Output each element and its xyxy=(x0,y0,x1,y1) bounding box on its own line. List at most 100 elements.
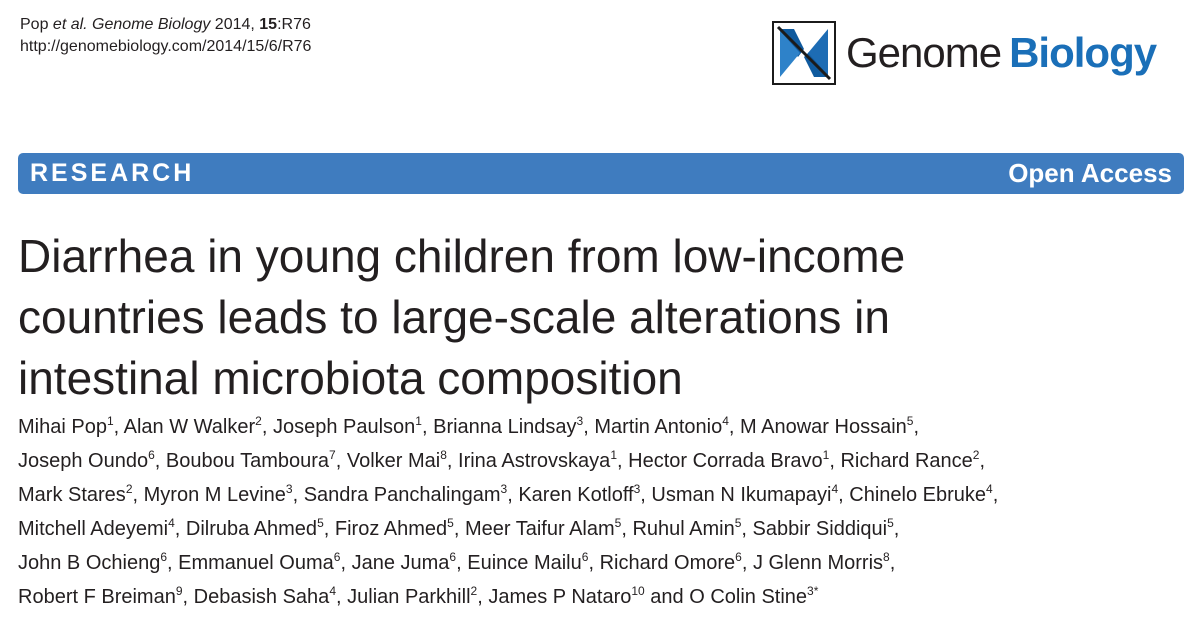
author-name[interactable]: Mark Stares xyxy=(18,484,126,506)
author-affiliation: 5 xyxy=(447,516,454,530)
author-name[interactable]: Usman N Ikumapayi xyxy=(651,484,832,506)
author-name[interactable]: Alan W Walker xyxy=(123,416,256,438)
author-separator: , xyxy=(167,552,179,574)
author-separator: , xyxy=(421,416,434,438)
author-affiliation: 5 xyxy=(887,516,894,530)
logo-wordmark: Genome Biology xyxy=(846,29,1157,77)
author-separator: and xyxy=(644,586,690,608)
author-name[interactable]: Joseph Oundo xyxy=(18,450,149,472)
title-line: Diarrhea in young children from low-inco… xyxy=(18,230,906,282)
author-separator: , xyxy=(829,450,841,472)
author-name[interactable]: Brianna Lindsay xyxy=(433,416,577,438)
author-separator: , xyxy=(893,518,900,540)
author-affiliation: 1 xyxy=(822,448,830,462)
author-name[interactable]: Firoz Ahmed xyxy=(334,518,448,540)
author-separator: , xyxy=(588,552,600,574)
author-name[interactable]: Irina Astrovskaya xyxy=(458,450,611,472)
article-type-label: RESEARCH xyxy=(30,159,195,187)
citation-journal: et al. Genome Biology xyxy=(52,16,211,33)
author-name[interactable]: Debasish Saha xyxy=(193,586,330,608)
author-name[interactable]: Mitchell Adeyemi xyxy=(18,518,169,540)
author-name[interactable]: Richard Omore xyxy=(599,552,736,574)
author-name[interactable]: Sabbir Siddiqui xyxy=(752,518,888,540)
author-affiliation: 5 xyxy=(317,516,324,530)
author-list: Mihai Pop1, Alan W Walker2, Joseph Pauls… xyxy=(18,410,1193,614)
author-separator: , xyxy=(889,552,896,574)
title-line: countries leads to large-scale alteratio… xyxy=(18,291,890,343)
author-affiliation: 5 xyxy=(906,414,914,428)
author-name[interactable]: Dilruba Ahmed xyxy=(185,518,318,540)
author-affiliation: 6 xyxy=(148,448,155,462)
author-line: Robert F Breiman9, Debasish Saha4, Julia… xyxy=(18,580,1193,614)
article-type-banner: RESEARCH Open Access xyxy=(18,153,1184,194)
author-name[interactable]: Emmanuel Ouma xyxy=(178,552,334,574)
author-name[interactable]: Meer Taifur Alam xyxy=(464,518,615,540)
author-name[interactable]: James P Nataro xyxy=(488,586,632,608)
author-separator: , xyxy=(992,484,999,506)
author-line: Mitchell Adeyemi4, Dilruba Ahmed5, Firoz… xyxy=(18,512,1193,546)
author-separator: , xyxy=(174,518,186,540)
citation-line: Pop et al. Genome Biology 2014, 15:R76 xyxy=(20,14,311,36)
author-separator: , xyxy=(261,416,273,438)
author-name[interactable]: Robert F Breiman xyxy=(18,586,176,608)
author-name[interactable]: Joseph Paulson xyxy=(272,416,416,438)
author-separator: , xyxy=(292,484,304,506)
author-name[interactable]: J Glenn Morris xyxy=(752,552,884,574)
author-line: John B Ochieng6, Emmanuel Ouma6, Jane Ju… xyxy=(18,546,1193,580)
author-affiliation: 4 xyxy=(168,516,175,530)
author-name[interactable]: Volker Mai xyxy=(346,450,441,472)
author-name[interactable]: Martin Antonio xyxy=(594,416,723,438)
author-separator: , xyxy=(507,484,519,506)
author-affiliation: 5 xyxy=(614,516,622,530)
title-line: intestinal microbiota composition xyxy=(18,352,683,404)
logo-x-icon xyxy=(772,21,836,85)
author-name[interactable]: Chinelo Ebruke xyxy=(849,484,987,506)
author-line: Joseph Oundo6, Boubou Tamboura7, Volker … xyxy=(18,444,1193,478)
citation-year: 2014, xyxy=(210,16,260,33)
author-separator: , xyxy=(741,552,753,574)
author-name[interactable]: Hector Corrada Bravo xyxy=(628,450,823,472)
author-name[interactable]: Julian Parkhill xyxy=(347,586,471,608)
author-name[interactable]: John B Ochieng xyxy=(18,552,161,574)
author-name[interactable]: Karen Kotloff xyxy=(518,484,634,506)
author-name[interactable]: Mihai Pop xyxy=(18,416,107,438)
author-separator: , xyxy=(728,416,741,438)
author-name[interactable]: Sandra Panchalingam xyxy=(303,484,501,506)
author-name[interactable]: M Anowar Hossain xyxy=(740,416,907,438)
author-affiliation: 4 xyxy=(986,482,993,496)
author-separator: , xyxy=(583,416,595,438)
author-affiliation: 6 xyxy=(581,550,589,564)
citation-url[interactable]: http://genomebiology.com/2014/15/6/R76 xyxy=(20,38,312,55)
author-affiliation: 2 xyxy=(125,482,133,496)
author-separator: , xyxy=(336,586,348,608)
author-separator: , xyxy=(113,416,124,438)
author-affiliation: 6 xyxy=(160,550,168,564)
author-name[interactable]: O Colin Stine xyxy=(689,586,808,608)
author-separator: , xyxy=(477,586,489,608)
author-separator: , xyxy=(979,450,986,472)
author-separator: , xyxy=(741,518,753,540)
author-affiliation: 1 xyxy=(106,414,114,428)
author-separator: , xyxy=(323,518,335,540)
author-name[interactable]: Myron M Levine xyxy=(143,484,286,506)
author-affiliation: 3* xyxy=(807,584,819,598)
citation-authors: Pop xyxy=(20,16,53,33)
author-separator: , xyxy=(340,552,352,574)
author-name[interactable]: Euince Mailu xyxy=(467,552,582,574)
author-affiliation: 6 xyxy=(449,550,457,564)
author-name[interactable]: Boubou Tamboura xyxy=(165,450,330,472)
logo-word-biology: Biology xyxy=(1009,29,1157,76)
author-name[interactable]: Richard Rance xyxy=(840,450,973,472)
author-separator: , xyxy=(335,450,347,472)
author-name[interactable]: Jane Juma xyxy=(351,552,450,574)
author-affiliation: 1 xyxy=(415,414,422,428)
author-name[interactable]: Ruhul Amin xyxy=(632,518,735,540)
author-affiliation: 10 xyxy=(631,584,645,598)
author-affiliation: 3 xyxy=(576,414,584,428)
author-separator: , xyxy=(838,484,850,506)
article-title: Diarrhea in young children from low-inco… xyxy=(18,226,1178,409)
author-affiliation: 2 xyxy=(470,584,478,598)
author-affiliation: 7 xyxy=(329,448,336,462)
author-separator: , xyxy=(446,450,459,472)
author-affiliation: 4 xyxy=(329,584,336,598)
